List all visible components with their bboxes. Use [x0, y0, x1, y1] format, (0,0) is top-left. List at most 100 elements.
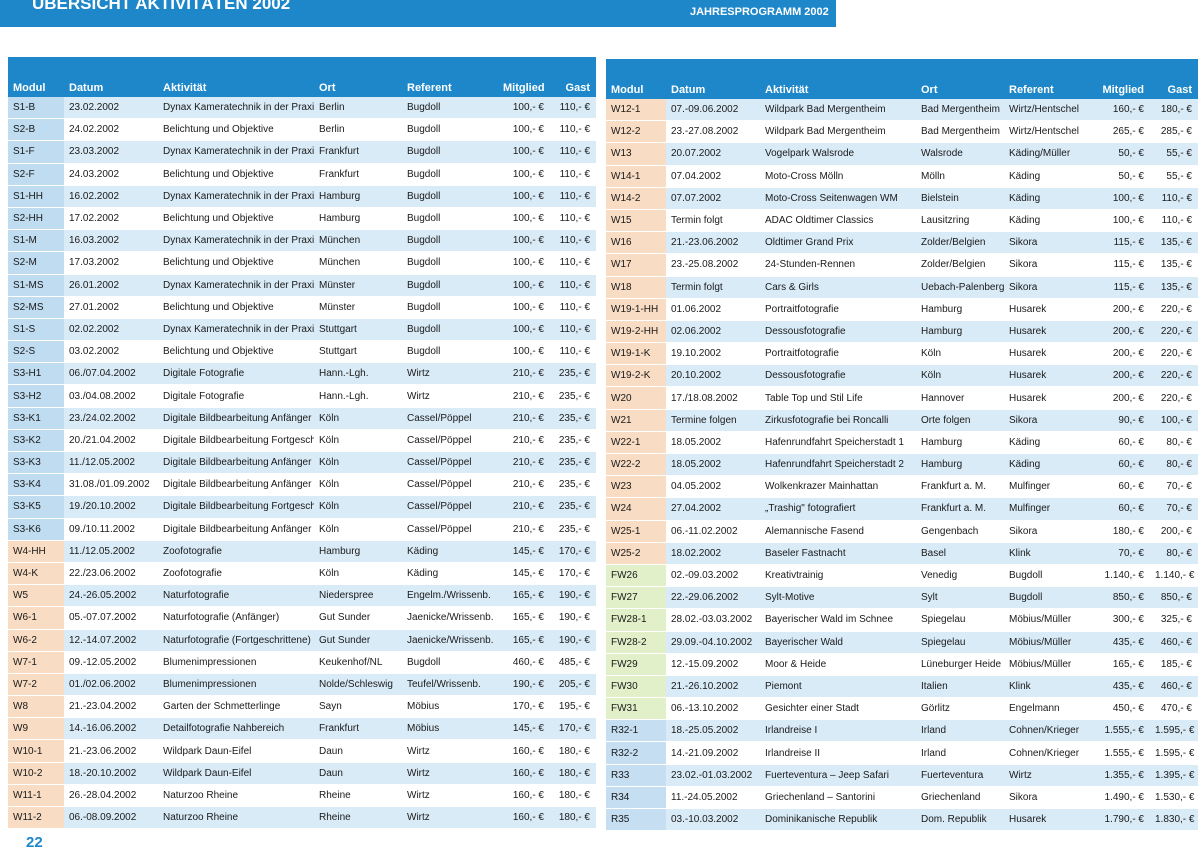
modul-cell: S3-K1	[8, 407, 64, 430]
column-header: Ort	[314, 57, 402, 97]
header-title: ÜBERSICHT AKTIVITÄTEN 2002	[32, 0, 291, 13]
mitglied-cell: 145,- €	[498, 562, 550, 586]
referent-cell: Käding	[402, 540, 498, 563]
modul-cell: R35	[606, 808, 666, 832]
column-header: Referent	[402, 57, 498, 97]
aktivitaet-cell: Dessousfotografie	[760, 364, 916, 388]
aktivitaet-cell: Dynax Kameratechnik in der Praxis	[158, 97, 314, 120]
datum-cell: 22./23.06.2002	[64, 562, 158, 586]
ort-cell: Keukenhof/NL	[314, 651, 402, 674]
datum-cell: 17./18.08.2002	[666, 386, 760, 410]
gast-cell: 110,- €	[550, 274, 596, 297]
table-row: R32-2 14.-21.09.2002 Irlandreise II Irland C…	[606, 741, 1198, 765]
referent-cell: Bugdoll	[402, 251, 498, 275]
gast-cell: 1.140,- €	[1150, 564, 1198, 588]
ort-cell: Daun	[314, 739, 402, 763]
gast-cell: 135,- €	[1150, 276, 1198, 299]
datum-cell: 06.-13.10.2002	[666, 697, 760, 721]
aktivitaet-cell: Baseler Fastnacht	[760, 542, 916, 565]
mitglied-cell: 210,- €	[498, 362, 550, 386]
ort-cell: Frankfurt	[314, 163, 402, 186]
table-row: S3-K5 19./20.10.2002 Digitale Bildbearbeit…	[8, 495, 596, 519]
datum-cell: 07.04.2002	[666, 165, 760, 188]
gast-cell: 200,- €	[1150, 520, 1198, 543]
mitglied-cell: 450,- €	[1096, 697, 1150, 721]
table-row: W9 14.-16.06.2002 Detailfotografie Nahbere…	[8, 717, 596, 741]
aktivitaet-cell: Blumenimpressionen	[158, 651, 314, 674]
ort-cell: Lüneburger Heide	[916, 653, 1004, 676]
ort-cell: Hamburg	[314, 185, 402, 208]
referent-cell: Bugdoll	[402, 651, 498, 674]
aktivitaet-cell: Dynax Kameratechnik in der Praxis	[158, 140, 314, 164]
ort-cell: Sylt	[916, 586, 1004, 610]
referent-cell: Wirtz/Hentschel	[1004, 120, 1096, 144]
aktivitaet-cell: Wildpark Bad Mergentheim	[760, 99, 916, 122]
datum-cell: 09./10.11.2002	[64, 518, 158, 541]
modul-cell: W25-2	[606, 542, 666, 565]
modul-cell: W19-2-K	[606, 364, 666, 388]
aktivitaet-cell: Wolkenkrazer Mainhattan	[760, 475, 916, 499]
ort-cell: Gut Sunder	[314, 629, 402, 652]
referent-cell: Möbius/Müller	[1004, 608, 1096, 632]
gast-cell: 55,- €	[1150, 165, 1198, 188]
table-row: W7-1 09.-12.05.2002 Blumenimpressionen Keuk…	[8, 651, 596, 674]
mitglied-cell: 145,- €	[498, 717, 550, 741]
modul-cell: W20	[606, 386, 666, 410]
table-row: S3-H2 03./04.08.2002 Digitale Fotografie Ha…	[8, 384, 596, 408]
referent-cell: Käding	[1004, 431, 1096, 455]
modul-cell: S1-F	[8, 140, 64, 164]
mitglied-cell: 1.490,- €	[1096, 786, 1150, 810]
modul-cell: FW28-2	[606, 631, 666, 654]
mitglied-cell: 100,- €	[498, 340, 550, 364]
referent-cell: Bugdoll	[402, 207, 498, 231]
gast-cell: 110,- €	[550, 163, 596, 186]
gast-cell: 1.530,- €	[1150, 786, 1198, 810]
ort-cell: Bad Mergentheim	[916, 99, 1004, 122]
datum-cell: 18.-20.10.2002	[64, 762, 158, 785]
datum-cell: 12.-14.07.2002	[64, 629, 158, 652]
referent-cell: Wirtz	[402, 739, 498, 763]
ort-cell: Köln	[314, 451, 402, 475]
aktivitaet-cell: Cars & Girls	[760, 276, 916, 299]
gast-cell: 110,- €	[1150, 209, 1198, 233]
modul-cell: S1-S	[8, 318, 64, 342]
table-row: S2-M 17.03.2002 Belichtung und Objektive Mü…	[8, 251, 596, 275]
modul-cell: FW27	[606, 586, 666, 610]
modul-cell: S3-K6	[8, 518, 64, 541]
modul-cell: W10-2	[8, 762, 64, 785]
gast-cell: 325,- €	[1150, 608, 1198, 632]
mitglied-cell: 165,- €	[498, 584, 550, 608]
mitglied-cell: 100,- €	[498, 296, 550, 319]
ort-cell: Köln	[314, 429, 402, 453]
column-header: Aktivität	[158, 57, 314, 97]
gast-cell: 185,- €	[1150, 653, 1198, 676]
datum-cell: 14.-16.06.2002	[64, 717, 158, 741]
table-row: W17 23.-25.08.2002 24-Stunden-Rennen Zolder…	[606, 253, 1198, 277]
ort-cell: Daun	[314, 762, 402, 785]
gast-cell: 110,- €	[550, 251, 596, 275]
mitglied-cell: 160,- €	[1096, 99, 1150, 122]
aktivitaet-cell: Naturzoo Rheine	[158, 806, 314, 830]
datum-cell: 14.-21.09.2002	[666, 741, 760, 765]
program-table-right: Modul Datum Aktivität Ort Referent Mitglied Ga…	[606, 59, 1198, 832]
referent-cell: Bugdoll	[402, 274, 498, 297]
mitglied-cell: 200,- €	[1096, 342, 1150, 366]
table-row: W6-2 12.-14.07.2002 Naturfotografie (Fortg…	[8, 629, 596, 652]
ort-cell: Rheine	[314, 784, 402, 808]
modul-cell: FW29	[606, 653, 666, 676]
modul-cell: R32-2	[606, 741, 666, 765]
ort-cell: Uebach-Palenberg	[916, 276, 1004, 299]
mitglied-cell: 200,- €	[1096, 320, 1150, 344]
ort-cell: Köln	[916, 364, 1004, 388]
ort-cell: Köln	[314, 495, 402, 519]
aktivitaet-cell: Dynax Kameratechnik in der Praxis	[158, 229, 314, 253]
referent-cell: Käding	[1004, 187, 1096, 210]
gast-cell: 220,- €	[1150, 320, 1198, 344]
gast-cell: 55,- €	[1150, 142, 1198, 166]
referent-cell: Wirtz/Hentschel	[1004, 99, 1096, 122]
ort-cell: Hann.-Lgh.	[314, 362, 402, 386]
table-row: W11-1 26.-28.04.2002 Naturzoo Rheine Rheine…	[8, 784, 596, 808]
modul-cell: W19-1-K	[606, 342, 666, 366]
mitglied-cell: 100,- €	[498, 229, 550, 253]
mitglied-cell: 115,- €	[1096, 276, 1150, 299]
